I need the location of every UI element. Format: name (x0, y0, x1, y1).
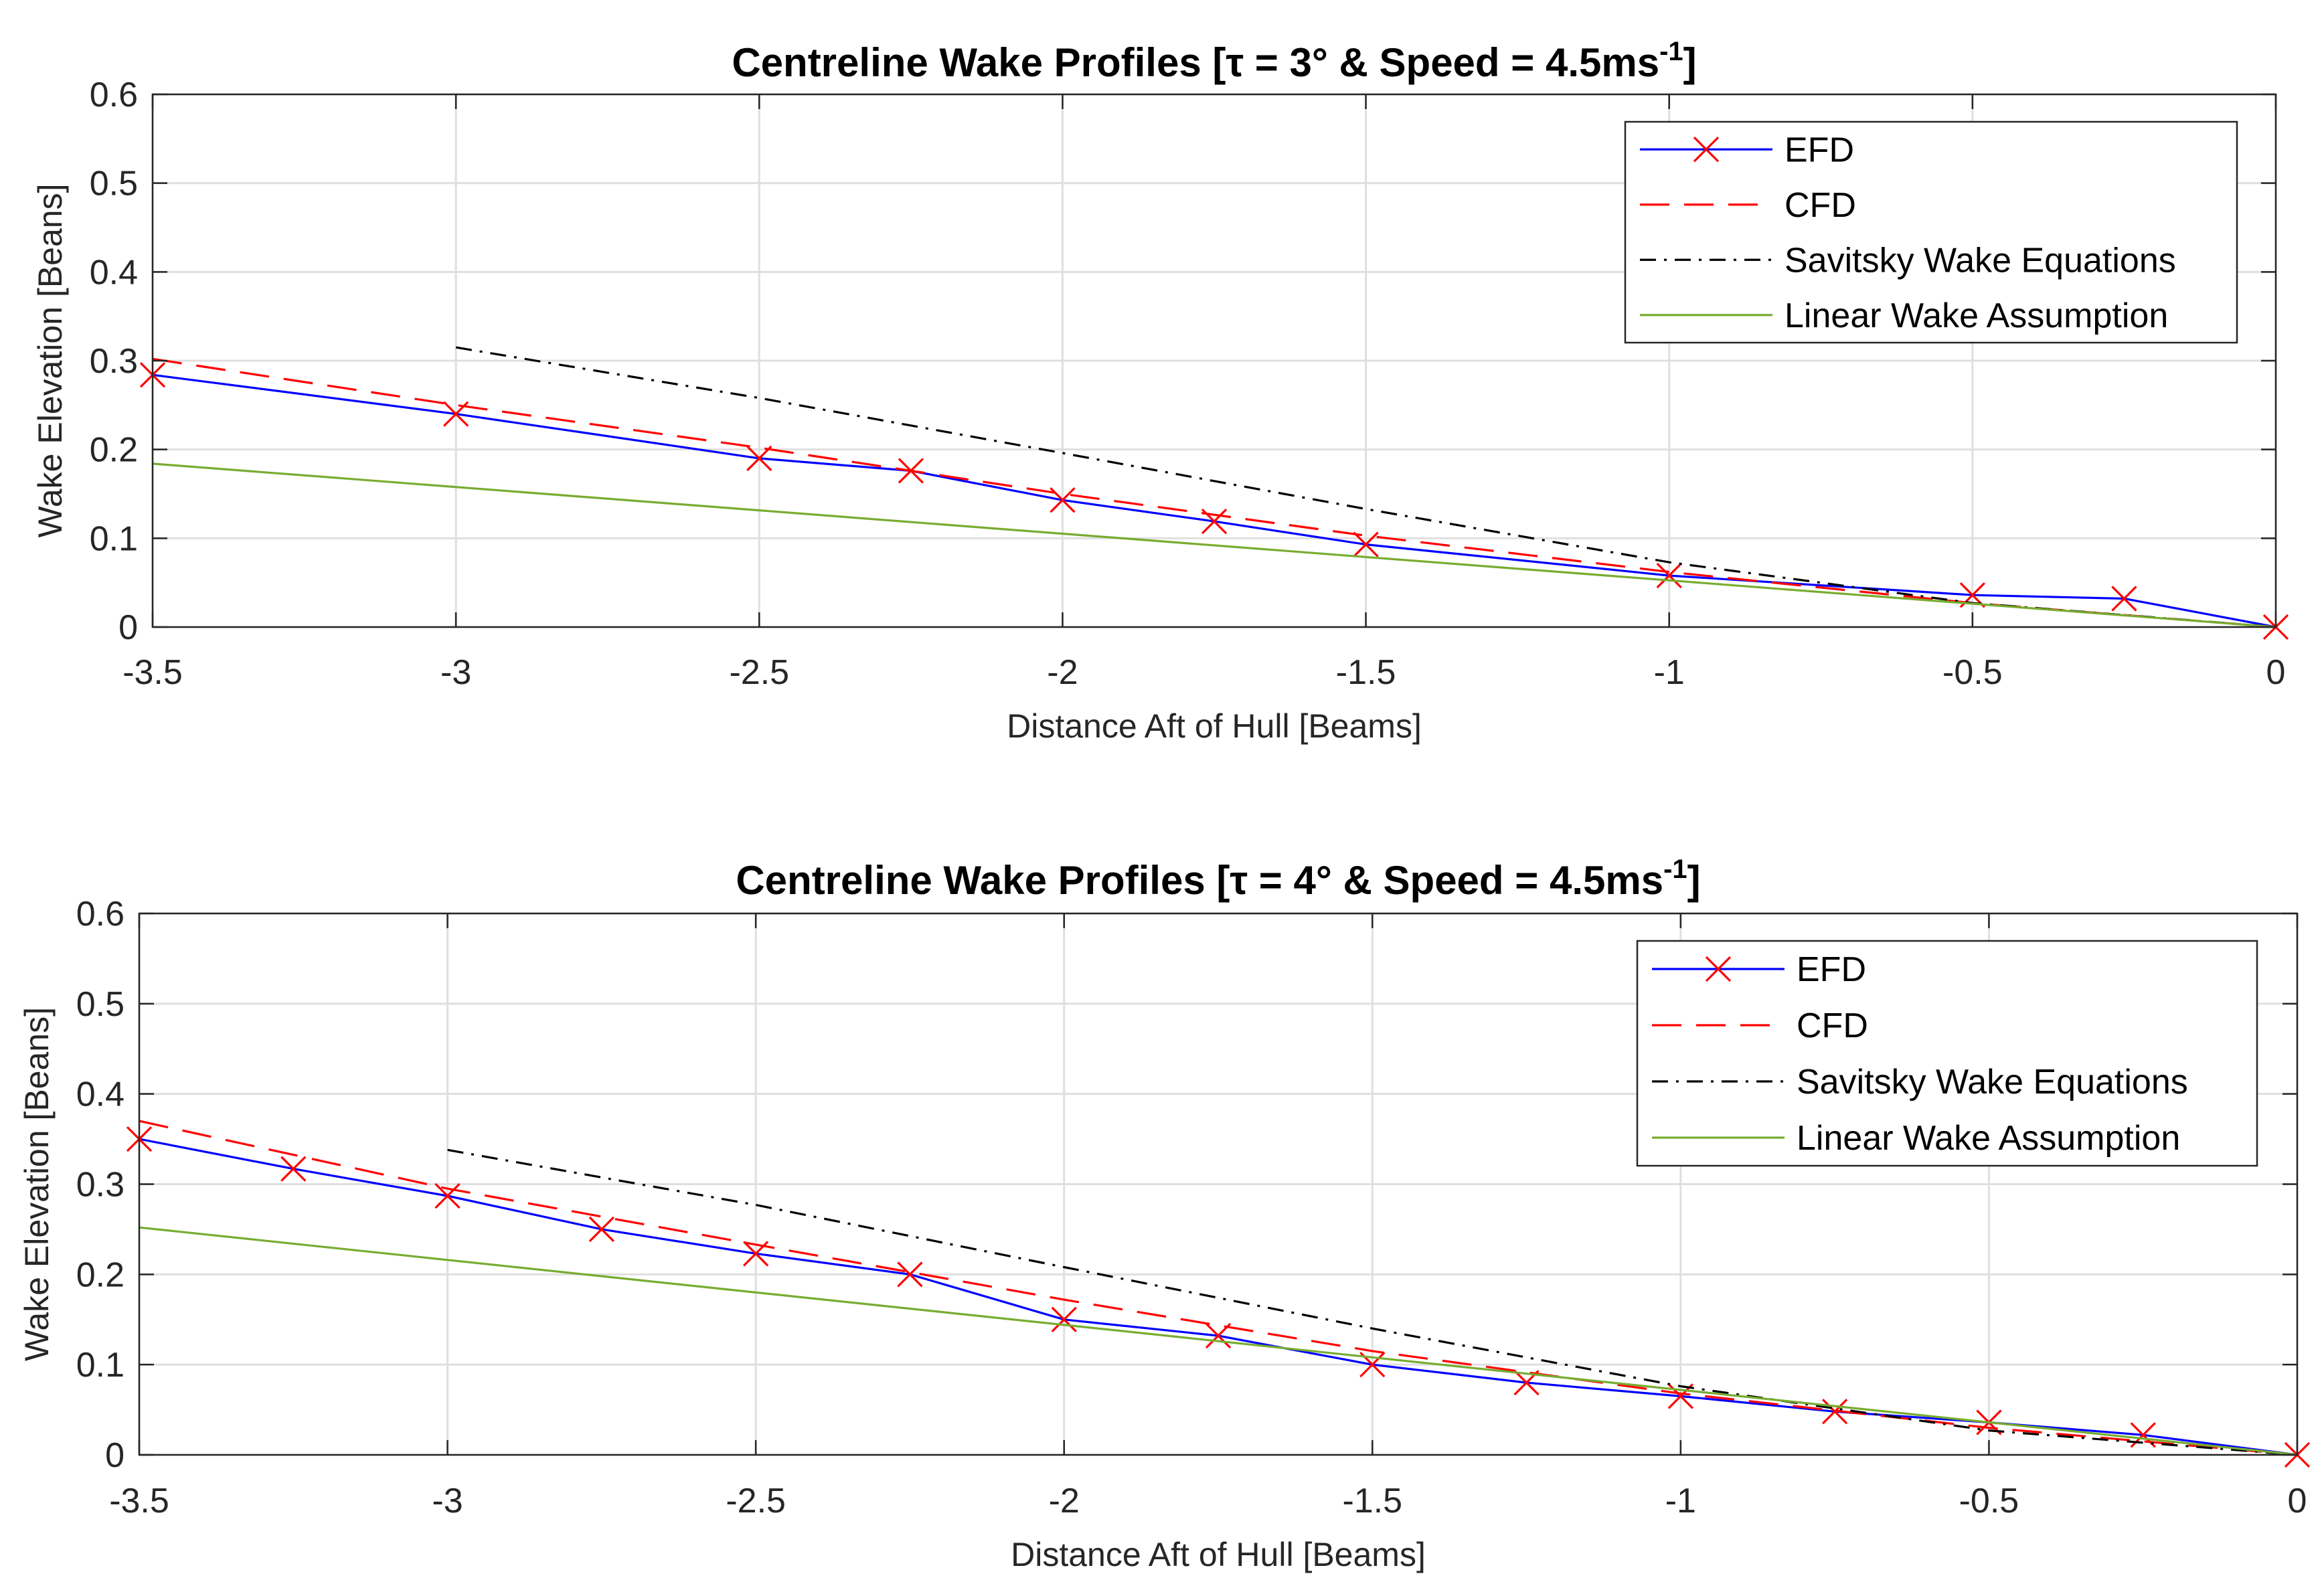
chart-title-tail: ] (1687, 858, 1701, 903)
x-tick-label: 0 (2266, 653, 2286, 692)
x-tick-label: -1 (1654, 653, 1685, 692)
data-point-marker (588, 1216, 614, 1243)
data-point-marker (280, 1156, 307, 1182)
y-tick-label: 0.3 (76, 1166, 124, 1205)
y-tick-label: 0.5 (90, 165, 138, 203)
x-tick-label: -2 (1049, 1482, 1080, 1520)
series-line-savitsky-wake-equations (447, 1148, 2298, 1456)
legend-marker (1693, 137, 1720, 163)
data-point-marker (1353, 531, 1379, 557)
y-tick-label: 0.5 (76, 985, 124, 1024)
legend-label: Savitsky Wake Equations (1797, 1063, 2188, 1102)
y-tick-label: 0.4 (76, 1075, 124, 1114)
x-tick-label: 0 (2288, 1482, 2307, 1520)
y-axis-label: Wake Elevation [Beans] (31, 184, 69, 538)
y-tick-label: 0 (118, 608, 138, 647)
data-point-marker (1822, 1399, 1848, 1425)
y-tick-label: 0.4 (90, 253, 138, 292)
legend: EFD CFD Savitsky Wake Equations Linear Wake… (1624, 120, 2238, 344)
y-tick-label: 0.3 (90, 342, 138, 381)
chart-title-superscript: -1 (1659, 37, 1683, 66)
data-point-marker (1656, 562, 1682, 589)
legend-label: Linear Wake Assumption (1797, 1119, 2180, 1158)
legend-box (1636, 940, 2258, 1167)
data-point-marker (897, 1261, 923, 1288)
data-point-marker (746, 445, 772, 472)
legend: EFD CFD Savitsky Wake Equations Linear Wake… (1636, 940, 2258, 1167)
x-axis-label: Distance Aft of Hull [Beams] (1011, 1536, 1426, 1573)
legend-label: CFD (1784, 186, 1856, 225)
legend-label: Savitsky Wake Equations (1784, 241, 2176, 280)
y-tick-label: 0.1 (76, 1346, 124, 1385)
x-tick-label: -3 (440, 653, 471, 692)
data-point-marker (1051, 1306, 1077, 1332)
y-axis-label: Wake Elevation [Beans] (18, 1007, 56, 1361)
chart-1: -3.5 -3 -2.5 -2 -1.5 -1 -0.5 0 0 0.1 0.2 0.3 0.4 0.5 0… (31, 37, 2289, 745)
x-tick-label: -2.5 (729, 653, 789, 692)
legend-marker (1705, 956, 1732, 982)
data-point-marker (434, 1182, 461, 1209)
y-tick-label: 0.6 (76, 895, 124, 934)
y-tick-label: 0.2 (90, 431, 138, 470)
legend-label: Linear Wake Assumption (1784, 296, 2168, 335)
x-tick-label: -0.5 (1942, 653, 2003, 692)
legend-label: CFD (1797, 1006, 1868, 1045)
y-tick-label: 0.2 (76, 1255, 124, 1294)
chart-title-main: Centreline Wake Profiles [τ = 4° & Speed… (736, 858, 1663, 903)
legend-label: EFD (1784, 130, 1854, 169)
x-tick-label: -3.5 (109, 1482, 169, 1520)
y-tick-label: 0.1 (90, 519, 138, 558)
chart-title-main: Centreline Wake Profiles [τ = 3° & Speed… (732, 40, 1659, 85)
x-tick-label: -0.5 (1959, 1482, 2019, 1520)
chart-title-tail: ] (1683, 40, 1697, 85)
series-line-linear-wake-assumption (152, 462, 2276, 628)
series-line-cfd (139, 1120, 2298, 1456)
legend-box (1624, 120, 2238, 344)
x-tick-label: -3.5 (122, 653, 183, 692)
x-tick-label: -2.5 (726, 1482, 786, 1520)
x-tick-label: -1.5 (1336, 653, 1396, 692)
series-line-linear-wake-assumption (139, 1226, 2298, 1456)
y-tick-label: 0.6 (90, 76, 138, 114)
x-tick-label: -1.5 (1342, 1482, 1402, 1520)
x-axis-label: Distance Aft of Hull [Beams] (1007, 707, 1422, 745)
x-tick-label: -3 (432, 1482, 463, 1520)
legend-label: EFD (1797, 950, 1866, 989)
data-point-marker (2111, 586, 2137, 612)
chart-title: Centreline Wake Profiles [τ = 4° & Speed… (736, 855, 1700, 903)
x-tick-label: -1 (1665, 1482, 1696, 1520)
series-line-cfd (152, 357, 2276, 628)
y-tick-label: 0 (105, 1436, 124, 1475)
chart-title-superscript: -1 (1663, 855, 1687, 884)
chart-2: -3.5 -3 -2.5 -2 -1.5 -1 -0.5 0 0 0.1 0.2 0.3 0.4 0.5 0… (18, 855, 2311, 1573)
x-tick-label: -2 (1047, 653, 1078, 692)
chart-title: Centreline Wake Profiles [τ = 3° & Speed… (732, 37, 1696, 85)
